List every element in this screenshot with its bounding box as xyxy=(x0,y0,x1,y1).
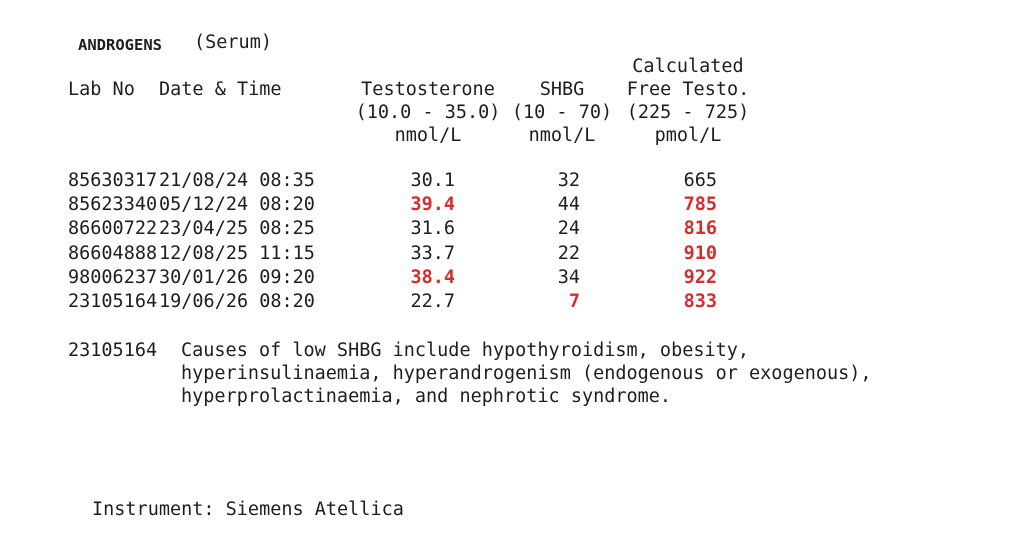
flagged-value: 7 xyxy=(568,291,580,312)
flagged-value: 816 xyxy=(683,218,717,240)
column-header: SHBG xyxy=(539,79,585,100)
flagged-value: 785 xyxy=(683,194,717,216)
column-header: Date & Time xyxy=(159,79,282,100)
date-time: 30/01/26 09:20 xyxy=(159,266,315,288)
flagged-value: 38.4 xyxy=(410,266,455,288)
result-value: 31.6 xyxy=(410,218,455,240)
reference-range: (225 - 725) xyxy=(626,102,750,123)
lab-no: 85623340 xyxy=(68,194,158,216)
flagged-value: 910 xyxy=(683,242,717,264)
note-line: hyperinsulinaemia, hyperandrogenism (end… xyxy=(181,363,872,384)
column-header: Lab No xyxy=(68,79,135,100)
date-time: 12/08/25 11:15 xyxy=(159,242,315,264)
result-value: 24 xyxy=(557,218,580,240)
reference-range: (10.0 - 35.0) xyxy=(355,102,501,123)
result-value: 30.1 xyxy=(410,170,455,191)
flagged-value: 833 xyxy=(683,291,717,312)
lab-no: 86604888 xyxy=(68,242,158,264)
instrument: Instrument: Siemens Atellica xyxy=(92,499,404,520)
date-time: 19/06/26 08:20 xyxy=(159,291,315,312)
result-value: 32 xyxy=(557,170,580,191)
flagged-value: 39.4 xyxy=(410,194,455,216)
note-line: hyperprolactinaemia, and nephrotic syndr… xyxy=(181,386,672,407)
flagged-value: 922 xyxy=(683,266,717,288)
lab-no: 98006237 xyxy=(68,266,158,288)
result-value: 22 xyxy=(557,242,580,264)
lab-no: 85630317 xyxy=(68,170,158,191)
date-time: 23/04/25 08:25 xyxy=(159,218,315,240)
lab-no: 23105164 xyxy=(68,291,158,312)
lab-no: 86600722 xyxy=(68,218,158,240)
report-title: ANDROGENS xyxy=(78,36,162,54)
note-line: Causes of low SHBG include hypothyroidis… xyxy=(181,340,750,361)
unit: pmol/L xyxy=(654,125,722,146)
result-value: 22.7 xyxy=(410,291,455,312)
column-header: Testosterone xyxy=(361,79,495,100)
result-value: 44 xyxy=(557,194,580,216)
unit: nmol/L xyxy=(394,125,462,146)
specimen: (Serum) xyxy=(194,32,272,53)
date-time: 05/12/24 08:20 xyxy=(159,194,315,216)
result-value: 34 xyxy=(557,266,580,288)
column-header: Calculated xyxy=(632,56,744,77)
date-time: 21/08/24 08:35 xyxy=(159,170,315,191)
note-lab-no: 23105164 xyxy=(68,340,158,361)
result-value: 33.7 xyxy=(410,242,455,264)
reference-range: (10 - 70) xyxy=(511,102,613,123)
column-header: Free Testo. xyxy=(626,79,750,100)
result-value: 665 xyxy=(683,170,717,191)
unit: nmol/L xyxy=(528,125,596,146)
